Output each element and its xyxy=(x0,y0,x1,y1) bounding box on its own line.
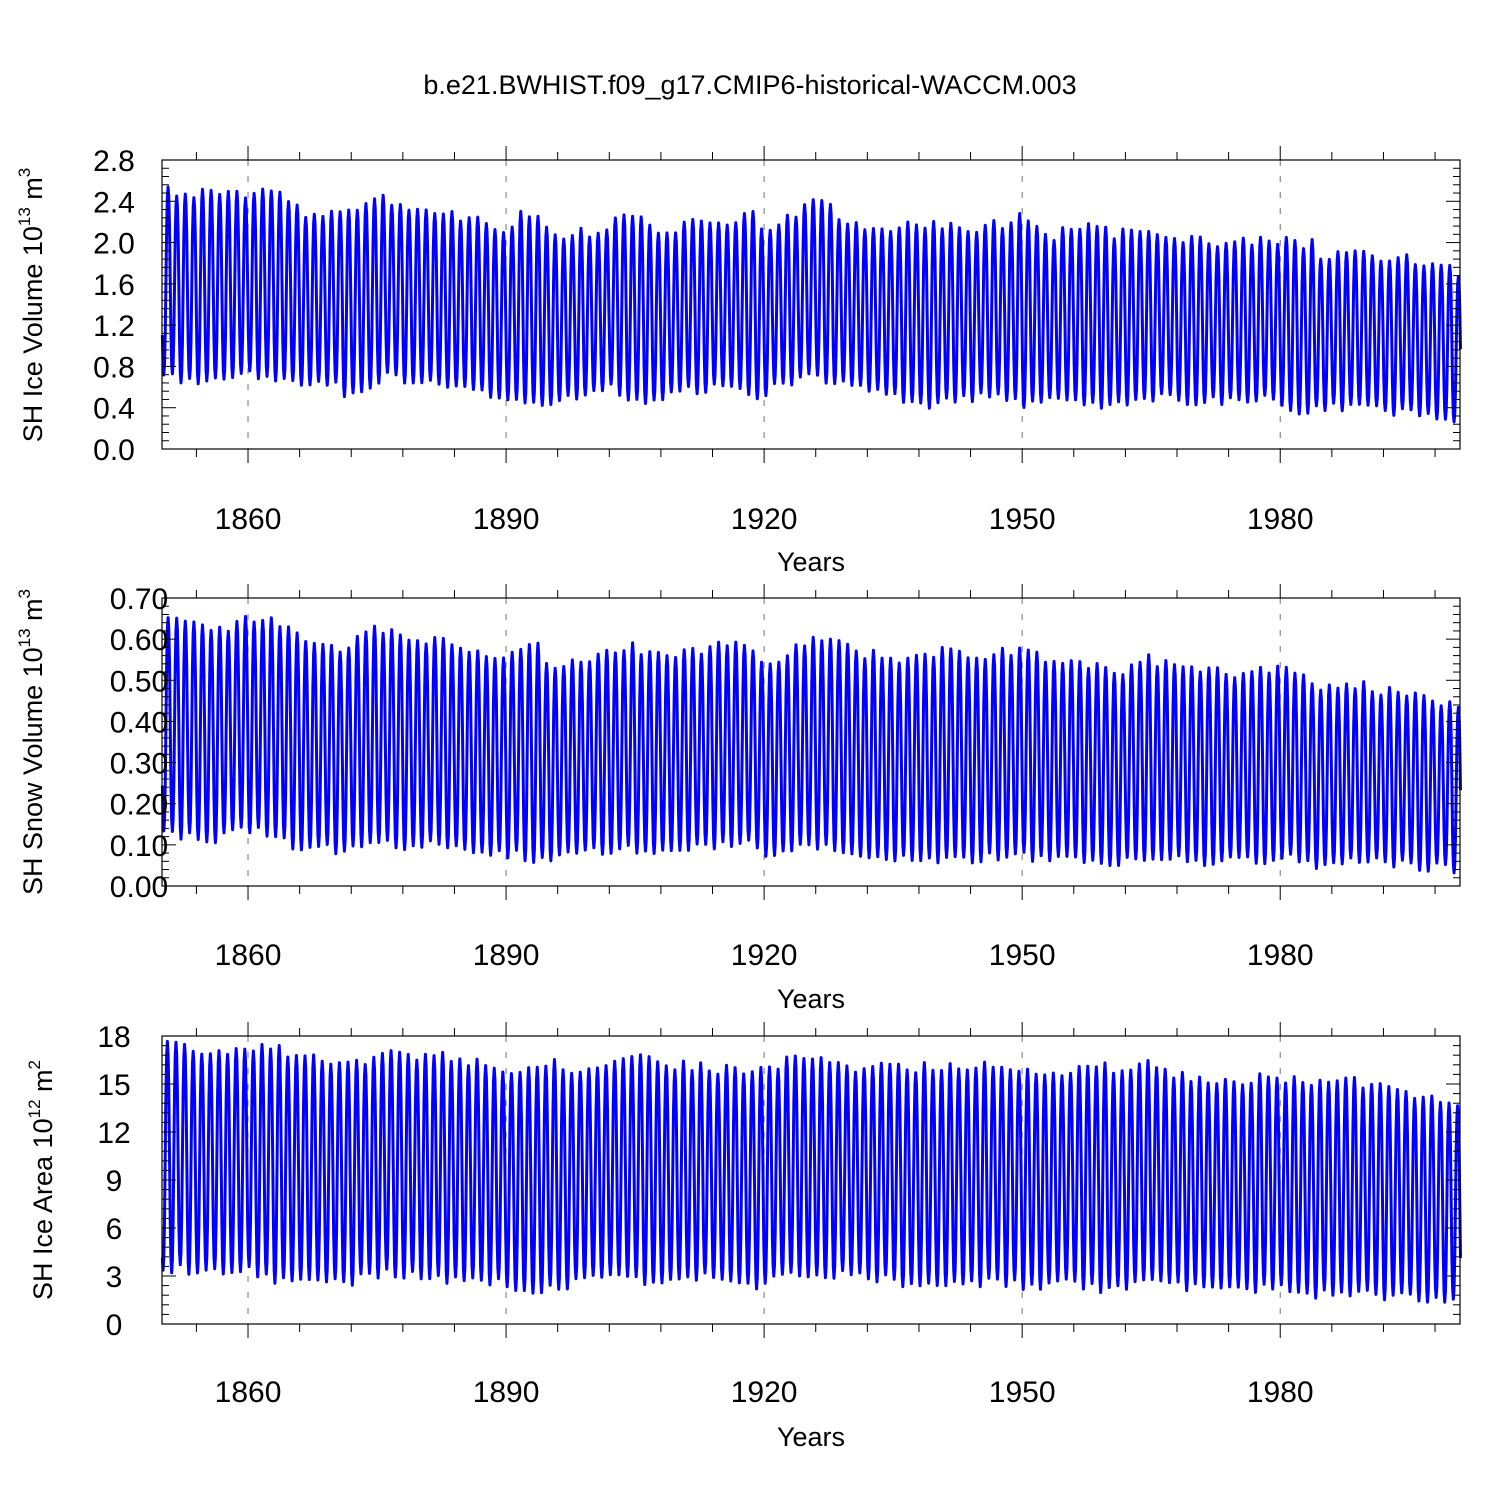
y-tick-label: 3 xyxy=(106,1261,123,1294)
y-tick-label: 0 xyxy=(106,1309,123,1342)
y-tick-label: 2.4 xyxy=(93,186,135,219)
x-tick-label: 1860 xyxy=(215,503,282,536)
y-axis-title-exponent: 13 xyxy=(15,628,34,647)
y-axis-title-exponent: 12 xyxy=(25,1099,44,1118)
y-tick-label: 0.60 xyxy=(110,624,168,657)
x-tick-label: 1890 xyxy=(473,939,540,972)
x-tick-label: 1920 xyxy=(731,1376,798,1409)
y-axis-title-unit: m xyxy=(18,598,48,628)
y-tick-label: 0.10 xyxy=(110,830,168,863)
y-tick-label: 6 xyxy=(106,1213,123,1246)
y-axis-title: SH Ice Area 1012 m2 xyxy=(25,1060,58,1300)
y-tick-label: 12 xyxy=(97,1117,130,1150)
y-tick-label: 0.20 xyxy=(110,789,168,822)
panel-ice-volume: 0.0 0.4 0.8 1.2 1.6 2.0 2.4 2.8 1860 1890 1920 1950… xyxy=(15,145,1462,577)
y-tick-label: 0.4 xyxy=(93,393,135,426)
y-tick-label: 2.0 xyxy=(93,228,135,261)
y-tick-label: 2.8 xyxy=(93,145,135,178)
y-axis-title-text: SH Ice Area 10 xyxy=(28,1118,58,1300)
panel-snow-volume: 0.00 0.10 0.20 0.30 0.40 0.50 0.60 0.70 1860 1890… xyxy=(15,583,1462,1014)
series-line xyxy=(160,1039,1462,1304)
y-tick-label: 1.6 xyxy=(93,269,135,302)
y-axis-title-unit-exponent: 3 xyxy=(15,168,34,177)
y-tick-label: 15 xyxy=(97,1069,130,1102)
y-tick-label: 9 xyxy=(106,1165,123,1198)
y-tick-label: 0.40 xyxy=(110,706,168,739)
y-axis-title-text: SH Ice Volume 10 xyxy=(18,226,48,442)
x-tick-label: 1890 xyxy=(473,1376,540,1409)
x-tick-label: 1980 xyxy=(1247,1376,1314,1409)
y-axis-title-unit: m xyxy=(28,1069,58,1099)
x-tick-label: 1920 xyxy=(731,939,798,972)
y-axis-title: SH Ice Volume 1013 m3 xyxy=(15,168,48,443)
x-tick-label: 1920 xyxy=(731,503,798,536)
y-tick-label: 0.30 xyxy=(110,748,168,781)
panel-ice-area: 0 3 6 9 12 15 18 1860 1890 1920 1950 1980 Years SH Ic… xyxy=(25,1021,1462,1452)
chart-title: b.e21.BWHIST.f09_g17.CMIP6-historical-WA… xyxy=(423,70,1077,100)
x-tick-label: 1890 xyxy=(473,503,540,536)
y-tick-label: 1.2 xyxy=(93,310,135,343)
series-line xyxy=(160,614,1462,875)
series-line xyxy=(160,185,1462,424)
x-tick-label: 1950 xyxy=(989,503,1056,536)
x-tick-label: 1950 xyxy=(989,1376,1056,1409)
y-axis-title-text: SH Snow Volume 10 xyxy=(18,647,48,895)
y-tick-label: 0.70 xyxy=(110,583,168,616)
y-axis-title-exponent: 13 xyxy=(15,207,34,226)
y-axis-title-unit-exponent: 3 xyxy=(15,589,34,598)
y-tick-label: 0.00 xyxy=(110,871,168,904)
x-tick-label: 1980 xyxy=(1247,939,1314,972)
x-axis-title: Years xyxy=(777,547,845,577)
y-axis-title: SH Snow Volume 1013 m3 xyxy=(15,589,48,895)
x-tick-label: 1950 xyxy=(989,939,1056,972)
y-axis-title-unit-exponent: 2 xyxy=(25,1060,44,1069)
plot-frame xyxy=(161,597,1461,887)
x-tick-label: 1860 xyxy=(215,939,282,972)
x-axis-title: Years xyxy=(777,1422,845,1452)
y-tick-label: 0.8 xyxy=(93,351,135,384)
plot-frame xyxy=(161,159,1461,450)
y-tick-label: 0.50 xyxy=(110,665,168,698)
y-tick-label: 0.0 xyxy=(93,434,135,467)
x-tick-label: 1980 xyxy=(1247,503,1314,536)
y-tick-label: 18 xyxy=(97,1021,130,1054)
y-axis-title-unit: m xyxy=(18,177,48,207)
x-axis-title: Years xyxy=(777,984,845,1014)
x-tick-label: 1860 xyxy=(215,1376,282,1409)
